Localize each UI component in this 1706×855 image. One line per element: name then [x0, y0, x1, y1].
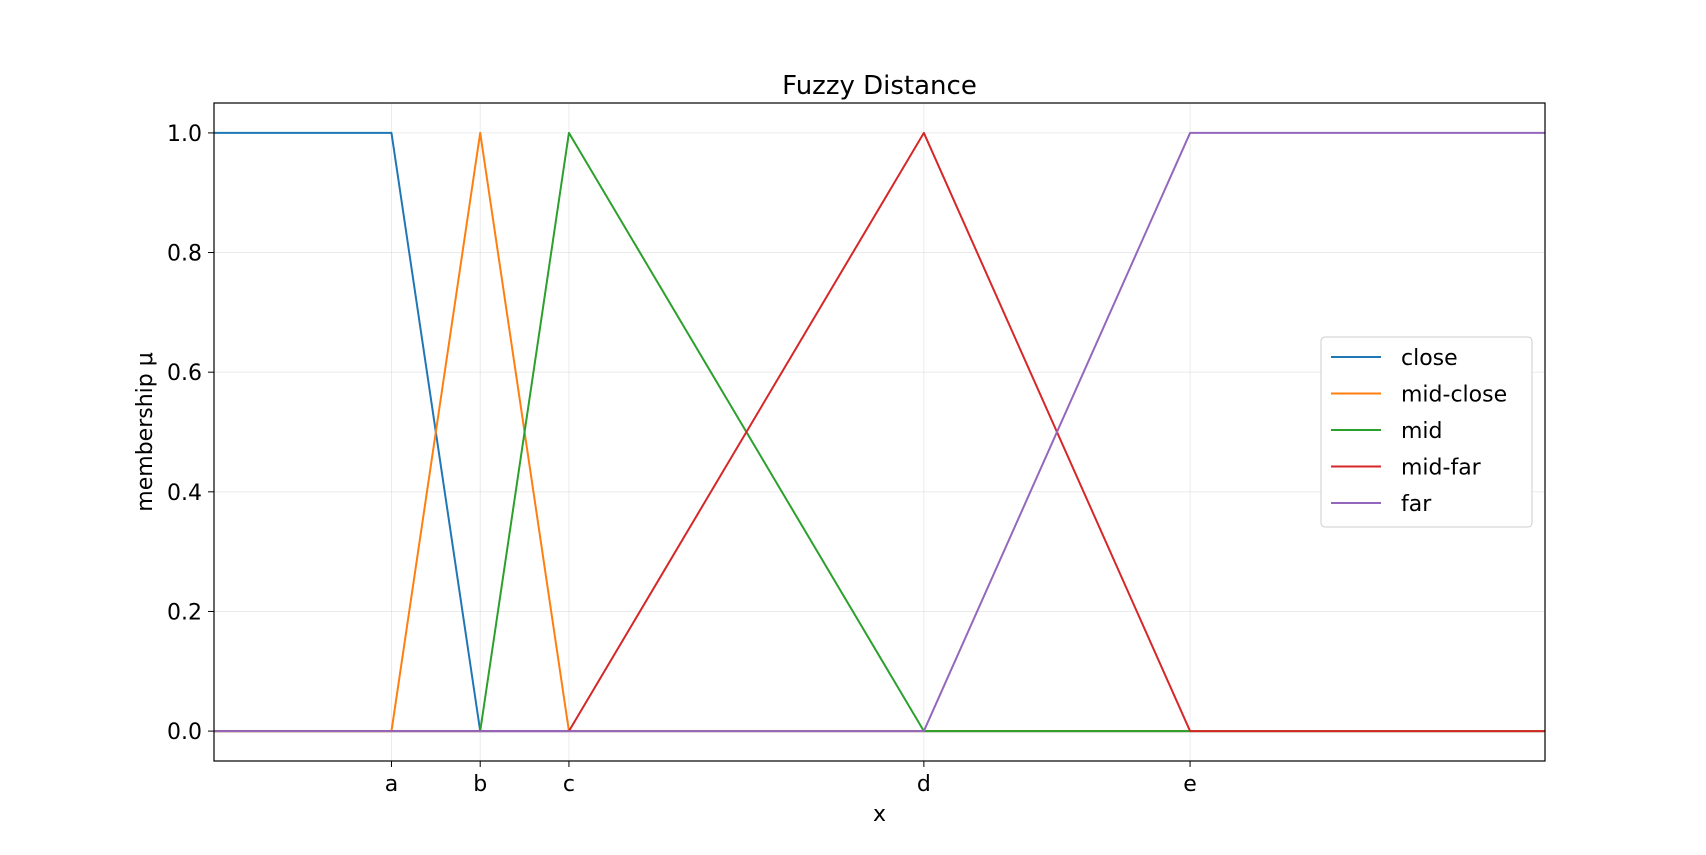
x-axis-label: x [873, 802, 886, 827]
x-tick-label: d [917, 772, 931, 797]
legend: close mid-close mid mid-far far [1320, 336, 1533, 528]
x-axis-ticks: a b c d e [385, 761, 1197, 797]
plot-frame [213, 102, 1546, 762]
legend-label-mid-far: mid-far [1401, 456, 1482, 481]
y-tick-label: 0.6 [167, 361, 202, 386]
chart-title: Fuzzy Distance [782, 71, 977, 101]
y-tick-label: 1.0 [167, 122, 202, 147]
x-tick-label: b [473, 772, 487, 797]
y-axis-ticks: 0.0 0.2 0.4 0.6 0.8 1.0 [167, 122, 214, 745]
legend-label-far: far [1401, 492, 1432, 517]
y-axis-label: membership μ [133, 352, 158, 511]
series-line-far [214, 131, 1545, 733]
legend-label-mid: mid [1401, 419, 1443, 444]
legend-label-mid-close: mid-close [1401, 383, 1507, 408]
legend-box [1320, 336, 1533, 528]
legend-items: close mid-close mid mid-far far [1331, 346, 1507, 517]
y-tick-label: 0.8 [167, 242, 202, 267]
y-tick-label: 0.0 [167, 720, 202, 745]
x-tick-label: c [563, 772, 575, 797]
y-tick-label: 0.4 [167, 481, 202, 506]
x-tick-label: e [1183, 772, 1197, 797]
x-tick-label: a [385, 772, 398, 797]
legend-label-close: close [1401, 346, 1458, 371]
series-lines [214, 131, 1545, 733]
y-tick-label: 0.2 [167, 600, 202, 625]
